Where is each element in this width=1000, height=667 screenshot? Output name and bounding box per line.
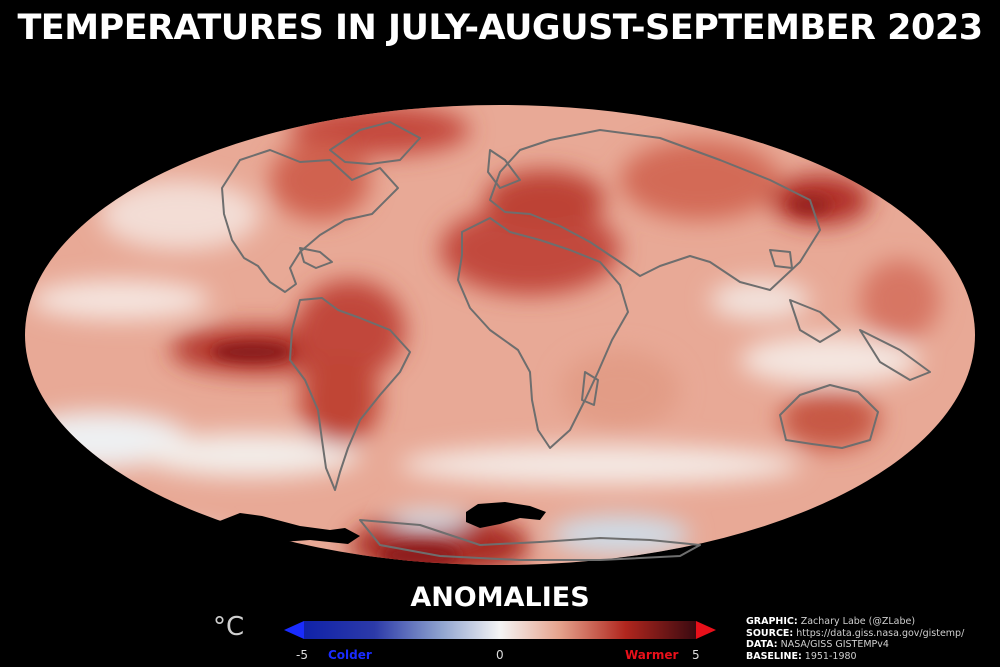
colorbar-max-label: 5	[692, 648, 700, 662]
credit-baseline: BASELINE: 1951-1980	[746, 650, 857, 662]
anomaly-field	[25, 105, 975, 565]
colorbar	[284, 621, 716, 639]
colorbar-warm-arrow	[696, 621, 716, 639]
credit-graphic: GRAPHIC: Zachary Labe (@ZLabe)	[746, 616, 916, 627]
colorbar-min-label: -5	[296, 648, 308, 662]
unit-label: °C	[213, 612, 245, 642]
credit-source: SOURCE: https://data.giss.nasa.gov/giste…	[746, 627, 965, 639]
colorbar-mid-label: 0	[496, 648, 504, 662]
colorbar-warm-label: Warmer	[625, 648, 679, 662]
map-title: TEMPERATURES IN JULY-AUGUST-SEPTEMBER 20…	[17, 8, 983, 48]
coastlines	[221, 121, 931, 561]
colorbar-title: ANOMALIES	[410, 582, 590, 613]
credit-data: DATA: NASA/GISS GISTEMPv4	[746, 639, 889, 650]
missing-data	[212, 502, 546, 546]
colorbar-cold-label: Colder	[328, 648, 372, 662]
colorbar-cold-arrow	[284, 621, 304, 639]
colorbar-gradient	[304, 621, 696, 639]
credits: GRAPHIC: Zachary Labe (@ZLabe) SOURCE: h…	[746, 616, 964, 662]
